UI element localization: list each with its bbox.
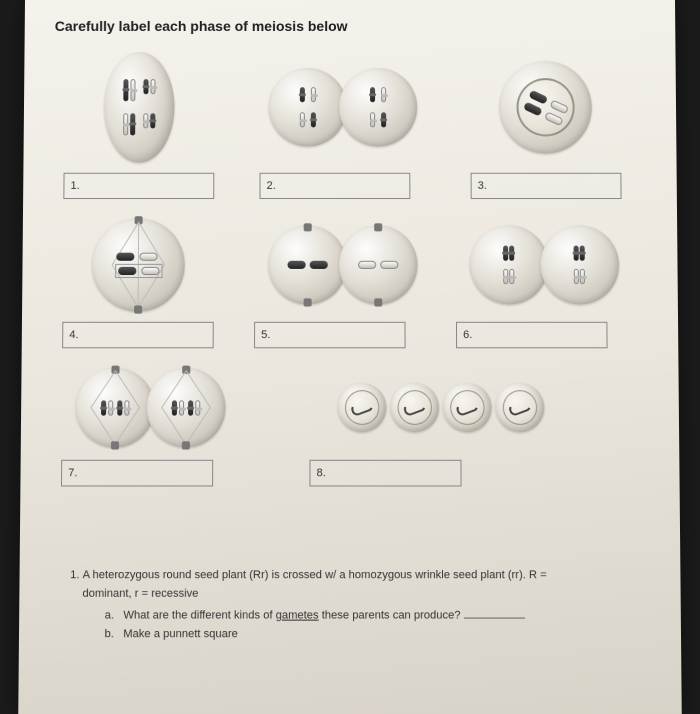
q1-sub-b: b. Make a punnett square [104,626,650,644]
phase-7: 7. [61,362,239,487]
phase-3: 3. [470,48,621,199]
answer-box-1[interactable]: 1. [63,173,214,199]
q1-text-line2: dominant, r = recessive [82,587,198,599]
sub-a-text1: What are the different kinds of [123,609,275,621]
box-label-1: 1. [70,180,79,192]
diagram-5 [254,214,431,315]
phase-8: 8. [309,362,573,487]
phase-1: 1. [63,48,214,199]
diagram-3 [470,48,621,167]
q1-text-line1: A heterozygous round seed plant (Rr) is … [83,569,547,581]
phase-5: 5. [254,214,431,348]
answer-box-3[interactable]: 3. [471,173,622,199]
diagram-7 [61,362,239,454]
box-label-3: 3. [478,180,487,192]
diagram-8 [309,362,572,454]
diagram-4 [62,214,214,315]
box-label-5: 5. [261,329,270,341]
diagram-6 [456,214,633,315]
meiosis-grid: 1. [50,48,650,556]
phase-6: 6. [456,214,633,348]
q1-sub-a: a. What are the different kinds of gamet… [105,607,651,625]
box-label-4: 4. [69,329,78,341]
answer-box-4[interactable]: 4. [62,322,214,348]
worksheet-page: Carefully label each phase of meiosis be… [18,0,682,714]
answer-box-2[interactable]: 2. [259,173,410,199]
worksheet-title: Carefully label each phase of meiosis be… [55,18,646,34]
sub-a-text2: these parents can produce? [319,609,461,621]
sub-b-label: b. [105,628,114,640]
box-label-6: 6. [463,329,472,341]
sub-a-label: a. [105,609,114,621]
box-label-7: 7. [68,467,77,479]
answer-box-6[interactable]: 6. [456,322,608,348]
questions-section: A heterozygous round seed plant (Rr) is … [49,567,650,644]
sub-a-underlined: gametes [276,609,319,621]
box-label-8: 8. [317,467,326,479]
question-list: A heterozygous round seed plant (Rr) is … [68,567,651,644]
diagram-2 [260,48,426,167]
diagram-1 [64,48,215,167]
phase-2: 2. [259,48,425,199]
answer-blank[interactable] [464,608,525,618]
answer-box-5[interactable]: 5. [254,322,406,348]
sub-b-text: Make a punnett square [123,628,238,640]
answer-box-7[interactable]: 7. [61,460,213,487]
box-label-2: 2. [267,180,276,192]
question-1: A heterozygous round seed plant (Rr) is … [82,567,650,644]
answer-box-8[interactable]: 8. [309,460,461,487]
phase-4: 4. [62,214,214,348]
